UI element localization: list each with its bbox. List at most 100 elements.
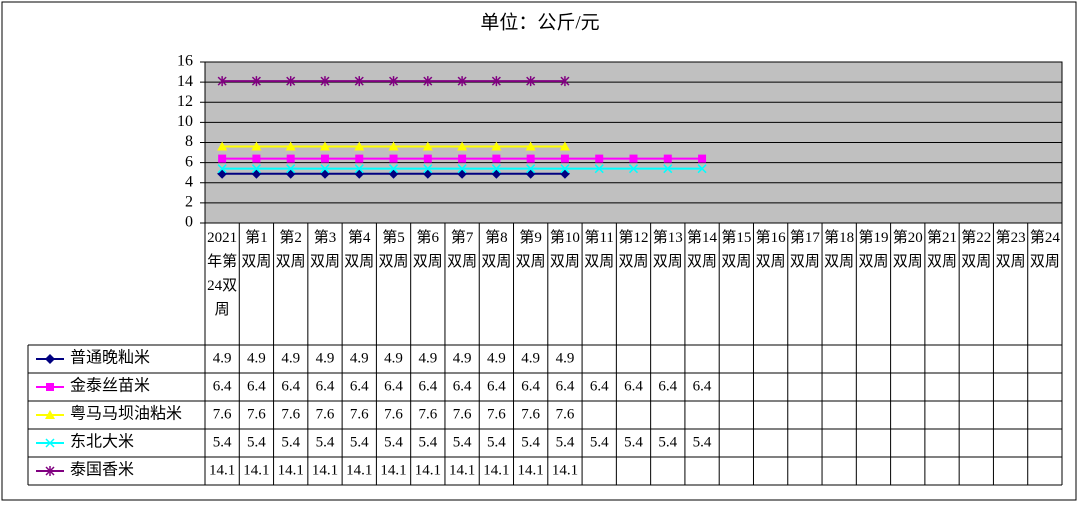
marker bbox=[251, 76, 261, 87]
y-tick-label: 12 bbox=[177, 93, 193, 110]
table-value: 14.1 bbox=[415, 462, 441, 478]
marker-shape bbox=[354, 164, 364, 174]
marker bbox=[251, 164, 261, 174]
marker-shape bbox=[422, 141, 433, 151]
x-tick-label: 第8双周 bbox=[481, 230, 512, 270]
table-value: 4.9 bbox=[556, 350, 575, 366]
marker bbox=[457, 76, 467, 87]
marker bbox=[320, 164, 330, 174]
marker bbox=[458, 154, 467, 163]
y-tick-label: 6 bbox=[185, 153, 193, 170]
marker bbox=[422, 141, 433, 151]
table-value: 6.4 bbox=[658, 378, 677, 394]
marker bbox=[423, 76, 433, 87]
table-value: 5.4 bbox=[453, 434, 472, 450]
table-value: 6.4 bbox=[453, 378, 472, 394]
marker bbox=[389, 164, 399, 174]
marker-shape bbox=[218, 154, 227, 163]
marker bbox=[629, 154, 638, 163]
marker bbox=[354, 141, 365, 151]
table-value: 5.4 bbox=[658, 434, 677, 450]
table-value: 4.9 bbox=[418, 350, 437, 366]
marker-shape bbox=[698, 154, 707, 163]
table-value: 4.9 bbox=[521, 350, 540, 366]
table-value: 5.4 bbox=[693, 434, 712, 450]
table-value: 5.4 bbox=[281, 434, 300, 450]
table-value: 7.6 bbox=[213, 406, 232, 422]
table-value: 14.1 bbox=[552, 462, 578, 478]
marker bbox=[45, 354, 55, 364]
marker-shape bbox=[423, 154, 432, 163]
marker-shape bbox=[45, 438, 55, 448]
marker-shape bbox=[458, 154, 467, 163]
marker bbox=[526, 164, 536, 174]
y-tick-label: 0 bbox=[185, 214, 193, 231]
table-value: 5.4 bbox=[590, 434, 609, 450]
table-value: 7.6 bbox=[350, 406, 369, 422]
x-tick-label: 第2双周 bbox=[275, 230, 306, 270]
marker bbox=[697, 164, 707, 174]
table-value: 5.4 bbox=[384, 434, 403, 450]
marker bbox=[319, 141, 330, 151]
marker bbox=[628, 164, 639, 174]
legend-label: 泰国香米 bbox=[70, 461, 134, 479]
marker bbox=[389, 154, 398, 163]
y-tick-label: 16 bbox=[177, 53, 193, 70]
table-value: 4.9 bbox=[281, 350, 300, 366]
marker bbox=[320, 76, 330, 87]
chart-title: 单位：公斤/元 bbox=[480, 11, 599, 33]
x-tick-label: 第12双周 bbox=[618, 230, 649, 270]
marker bbox=[423, 154, 432, 163]
table-value: 7.6 bbox=[453, 406, 472, 422]
marker-shape bbox=[355, 154, 364, 163]
table-value: 14.1 bbox=[243, 462, 269, 478]
table-value: 6.4 bbox=[487, 378, 506, 394]
x-tick-label: 第20双周 bbox=[892, 230, 923, 270]
marker-shape bbox=[559, 141, 570, 151]
marker bbox=[355, 154, 364, 163]
x-tick-label: 第18双周 bbox=[824, 230, 855, 270]
table-value: 7.6 bbox=[281, 406, 300, 422]
marker-shape bbox=[354, 141, 365, 151]
table-value: 6.4 bbox=[316, 378, 335, 394]
table-value: 4.9 bbox=[247, 350, 266, 366]
x-tick-label: 第6双周 bbox=[412, 230, 443, 270]
table-value: 5.4 bbox=[316, 434, 335, 450]
marker-shape bbox=[595, 154, 604, 163]
marker-shape bbox=[45, 410, 55, 419]
table-value: 14.1 bbox=[346, 462, 372, 478]
marker-shape bbox=[320, 154, 329, 163]
marker-shape bbox=[457, 164, 467, 174]
marker bbox=[491, 76, 501, 87]
marker-shape bbox=[286, 164, 296, 174]
x-tick-label: 第13双周 bbox=[652, 230, 683, 270]
marker-shape bbox=[46, 383, 54, 391]
marker bbox=[320, 154, 329, 163]
marker bbox=[46, 383, 54, 391]
marker bbox=[217, 76, 227, 87]
marker-shape bbox=[629, 154, 638, 163]
table-value: 14.1 bbox=[518, 462, 544, 478]
table-value: 5.4 bbox=[487, 434, 506, 450]
marker bbox=[45, 410, 55, 419]
marker-shape bbox=[423, 164, 433, 174]
table-value: 6.4 bbox=[213, 378, 232, 394]
marker bbox=[663, 164, 673, 174]
x-tick-label: 第1双周 bbox=[241, 230, 272, 270]
table-value: 7.6 bbox=[247, 406, 266, 422]
table-value: 14.1 bbox=[449, 462, 475, 478]
marker-shape bbox=[491, 141, 502, 151]
marker-shape bbox=[594, 164, 604, 174]
marker-shape bbox=[320, 164, 330, 174]
table-value: 7.6 bbox=[521, 406, 540, 422]
table-value: 6.4 bbox=[590, 378, 609, 394]
table-value: 14.1 bbox=[483, 462, 509, 478]
table-value: 5.4 bbox=[556, 434, 575, 450]
marker bbox=[457, 141, 468, 151]
x-tick-label: 第10双周 bbox=[549, 230, 580, 270]
x-tick-label: 第21双周 bbox=[927, 230, 958, 270]
marker-shape bbox=[319, 141, 330, 151]
y-tick-label: 10 bbox=[177, 113, 193, 130]
marker-shape bbox=[525, 141, 536, 151]
